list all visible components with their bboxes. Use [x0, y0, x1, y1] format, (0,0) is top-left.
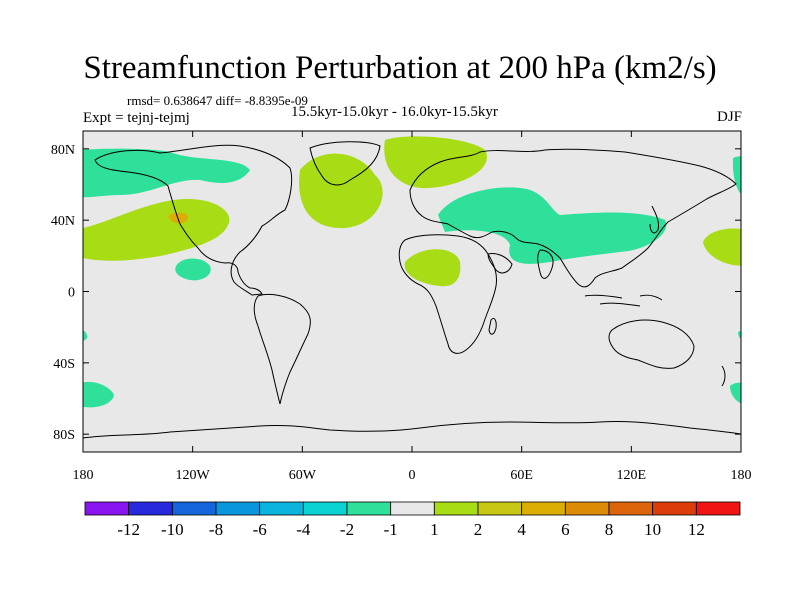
colorbar-swatch: [695, 501, 741, 516]
y-tick-label: 0: [68, 286, 75, 301]
colorbar-swatch: [259, 501, 304, 516]
colorbar-swatch: [477, 501, 523, 516]
colorbar-label: -10: [161, 520, 184, 539]
y-tick-label: 80N: [51, 143, 75, 158]
contour-neg-south-pacific-east: [730, 382, 741, 404]
coast-madagascar: [488, 317, 497, 335]
colorbar: -12 -10 -8 -6 -4 -2 -1 1 2 4 6 8 10 12: [84, 501, 741, 539]
coast-africa: [398, 234, 497, 354]
colorbar-label: 1: [430, 520, 439, 539]
coast-japan: [649, 205, 659, 234]
experiment-label: Expt = tejnj-tejmj: [83, 110, 190, 126]
season-label: DJF: [716, 109, 742, 125]
contour-pos-north-pacific: [83, 198, 230, 261]
coast-india: [537, 249, 554, 279]
contour-neg-central-pacific: [175, 258, 211, 281]
coast-indonesia: [584, 294, 663, 307]
colorbar-label: 4: [517, 520, 526, 539]
coast-north-america: [94, 144, 293, 296]
x-tick-label: 0: [409, 468, 416, 483]
y-tick-label: 40S: [53, 357, 75, 372]
contour-neg-edge-west: [83, 330, 88, 341]
colorbar-swatch: [128, 501, 173, 516]
stats-text: rmsd= 0.638647 diff= -8.8395e-09: [127, 93, 308, 108]
colorbar-swatch: [564, 501, 610, 516]
colorbar-swatch: [84, 501, 130, 516]
coast-greenland: [309, 141, 381, 186]
colorbar-swatch: [652, 501, 697, 516]
colorbar-swatch: [521, 501, 566, 516]
coast-antarctica: [83, 420, 741, 439]
coastlines: [83, 141, 741, 439]
coast-eurasia: [409, 148, 737, 288]
colorbar-label: 8: [605, 520, 614, 539]
contour-pos-africa: [404, 249, 461, 287]
plot-title: Streamfunction Perturbation at 200 hPa (…: [83, 50, 717, 86]
colorbar-label: -6: [253, 520, 267, 539]
coast-australia: [608, 319, 695, 369]
x-tick-label: 60E: [510, 468, 533, 483]
x-tick-label: 180: [73, 468, 94, 483]
colorbar-label: -2: [340, 520, 354, 539]
colorbar-label: -8: [209, 520, 223, 539]
contour-neg-arctic-pacific: [83, 148, 250, 198]
contour-neg-south-pacific-west: [83, 381, 114, 408]
contour-neg-arctic-pacific-east: [732, 156, 741, 195]
y-tick-label: 40N: [51, 214, 75, 229]
y-tick-label: 80S: [53, 428, 75, 443]
contour-neg-eurasia: [438, 187, 667, 264]
coast-south-america: [253, 293, 311, 405]
colorbar-label: -4: [296, 520, 311, 539]
colorbar-label: -1: [384, 520, 398, 539]
x-tick-label: 120E: [617, 468, 647, 483]
colorbar-swatch: [390, 501, 435, 516]
contour-pos-greenland-europe: [384, 136, 487, 189]
x-tick-label: 180: [731, 468, 752, 483]
colorbar-swatch: [608, 501, 654, 516]
x-tick-label: 120W: [176, 468, 211, 483]
period-label: 15.5kyr-15.0kyr - 16.0kyr-15.5kyr: [291, 104, 498, 120]
contour-pos-east-pacific: [703, 228, 741, 266]
colorbar-swatch: [171, 501, 217, 516]
contour-neg-edge-east: [738, 331, 741, 339]
colorbar-swatch: [433, 501, 479, 516]
axis-ticks: 180 120W 60W 0 60E 120E 180 80N 40N 0 40S 80S: [51, 131, 752, 483]
colorbar-label: 2: [474, 520, 483, 539]
colorbar-label: -12: [117, 520, 140, 539]
colorbar-swatch: [215, 501, 261, 516]
coast-new-zealand: [721, 365, 726, 387]
colorbar-label: 12: [688, 520, 705, 539]
x-tick-label: 60W: [289, 468, 317, 483]
colorbar-label: 10: [644, 520, 661, 539]
colorbar-label: 6: [561, 520, 570, 539]
colorbar-swatch: [346, 501, 392, 516]
colorbar-swatch: [302, 501, 348, 516]
coast-arabia: [487, 253, 513, 274]
